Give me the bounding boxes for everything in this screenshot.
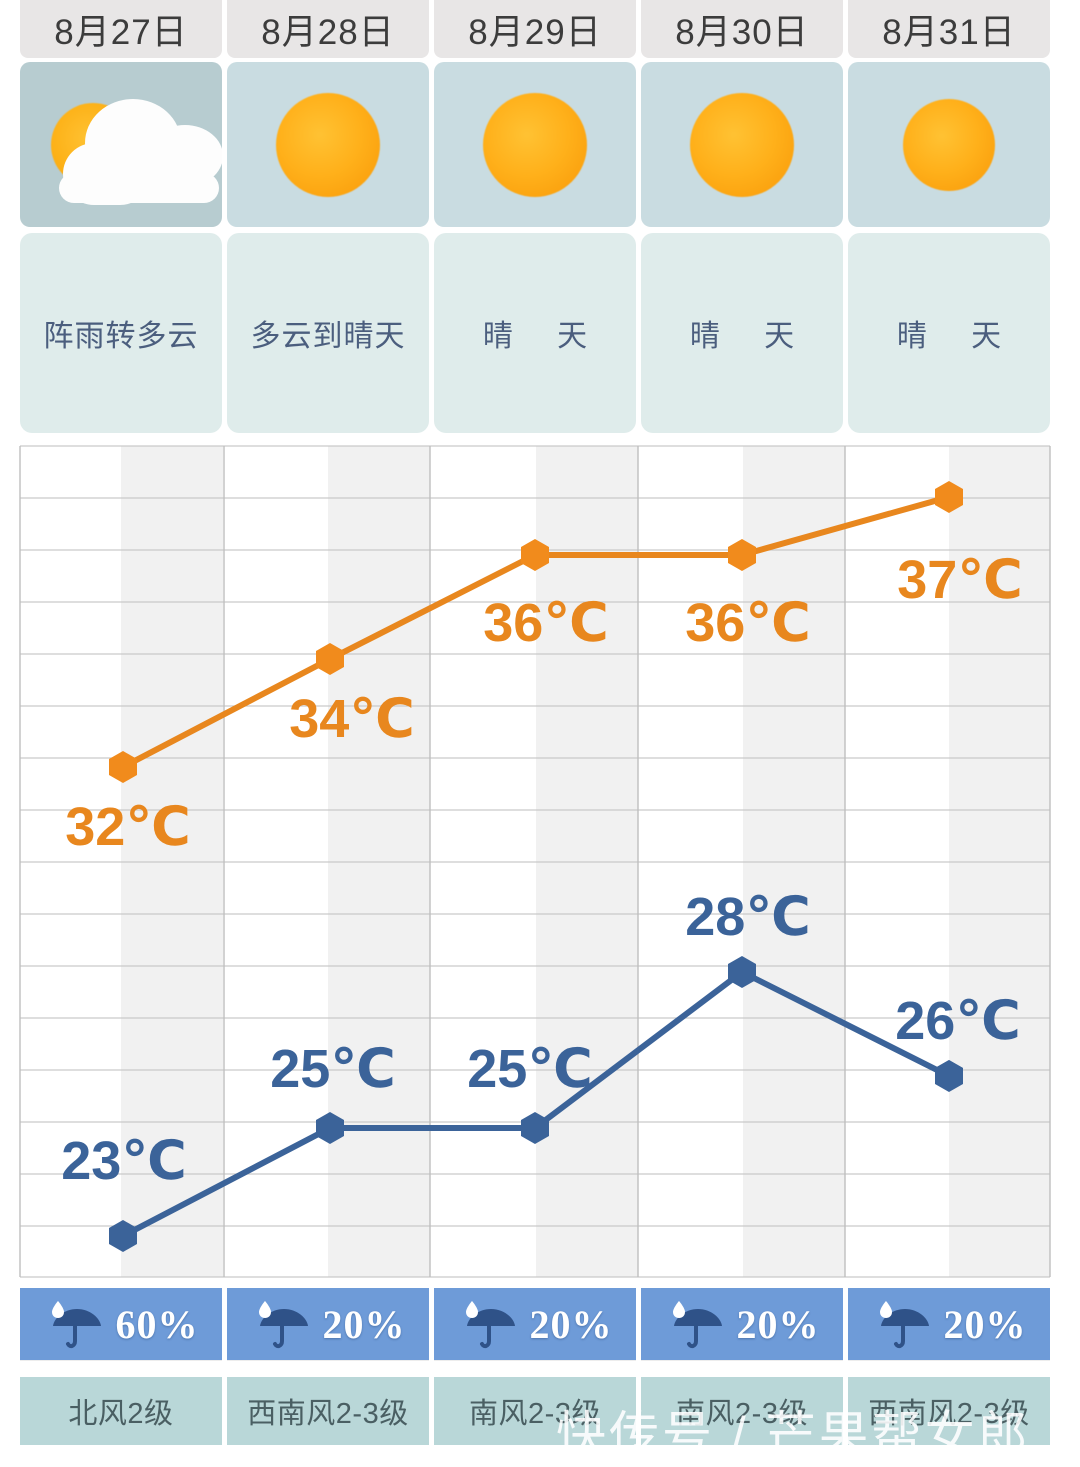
wind-cell: 北风2级 <box>20 1377 222 1445</box>
low-temp-label: 23℃ <box>61 1131 186 1191</box>
precipitation-value: 20% <box>943 1301 1027 1347</box>
condition-cell: 晴 天 <box>641 233 843 433</box>
condition-cell: 晴 天 <box>434 233 636 433</box>
high-temp-label: 32℃ <box>65 797 190 857</box>
wind-cell: 南风2-3级 <box>434 1377 636 1445</box>
weather-icon-card <box>20 62 222 227</box>
precipitation-value: 20% <box>322 1301 406 1347</box>
low-temp-labels: 23℃ 25℃ 25℃ 28℃ 26℃ <box>61 887 1020 1191</box>
precipitation-cell: 20% <box>641 1288 843 1360</box>
umbrella-icon <box>51 1301 101 1349</box>
low-temp-label: 25℃ <box>270 1039 395 1099</box>
weather-icon-card <box>848 62 1050 227</box>
sun-icon <box>690 92 794 197</box>
wind-label: 西南风2-3级 <box>247 1398 409 1430</box>
weather-icon-card <box>434 62 636 227</box>
temperature-chart: 32℃ 34℃ 36℃ 36℃ 37℃ 23℃ 25℃ 25℃ 28℃ 26℃ <box>0 441 1080 1281</box>
date-cell: 8月28日 <box>227 0 429 58</box>
umbrella-icon <box>879 1301 929 1349</box>
condition-cell: 多云到晴天 <box>227 233 429 433</box>
sun-icon <box>483 92 587 197</box>
date-label: 8月28日 <box>261 12 395 52</box>
chart-gridlines <box>20 445 1050 1278</box>
date-cell: 8月30日 <box>641 0 843 58</box>
condition-cell: 晴 天 <box>848 233 1050 433</box>
wind-label: 西南风2-3级 <box>868 1398 1030 1430</box>
umbrella-icon <box>672 1301 722 1349</box>
precipitation-cell: 20% <box>434 1288 636 1360</box>
low-temperature-series <box>109 956 963 1252</box>
condition-label: 晴 天 <box>482 320 606 353</box>
precipitation-cell: 20% <box>848 1288 1050 1360</box>
wind-cell: 南风2-3级 <box>641 1377 843 1445</box>
low-temp-label: 26℃ <box>895 991 1020 1051</box>
sun-icon <box>276 92 380 197</box>
wind-label: 南风2-3级 <box>676 1398 808 1430</box>
umbrella-icon <box>258 1301 308 1349</box>
precipitation-cell: 20% <box>227 1288 429 1360</box>
umbrella-icon <box>465 1301 515 1349</box>
high-temp-marker <box>109 481 963 783</box>
date-cell: 8月27日 <box>20 0 222 58</box>
date-cell: 8月31日 <box>848 0 1050 58</box>
date-label: 8月27日 <box>54 12 188 52</box>
weather-icon-card <box>641 62 843 227</box>
date-header-row: 8月27日 8月28日 8月29日 8月30日 8月31日 <box>0 0 1080 58</box>
high-temp-label: 34℃ <box>289 689 414 749</box>
precipitation-value: 20% <box>736 1301 820 1347</box>
condition-cell: 阵雨转多云 <box>20 233 222 433</box>
wind-row: 北风2级 西南风2-3级 南风2-3级 南风2-3级 西南风2-3级 <box>0 1377 1080 1445</box>
date-label: 8月29日 <box>468 12 602 52</box>
weather-icon-card <box>227 62 429 227</box>
weather-icon-row <box>0 62 1080 227</box>
condition-row: 阵雨转多云 多云到晴天 晴 天 晴 天 晴 天 <box>0 233 1080 433</box>
wind-cell: 西南风2-3级 <box>227 1377 429 1445</box>
condition-label: 晴 天 <box>896 320 1020 353</box>
low-temp-label: 28℃ <box>685 887 810 947</box>
wind-label: 北风2级 <box>68 1398 174 1430</box>
low-temp-label: 25℃ <box>467 1039 592 1099</box>
precipitation-value: 60% <box>115 1301 199 1347</box>
precipitation-row: 60% 20% 20% 20% <box>0 1288 1080 1360</box>
precipitation-cell: 60% <box>20 1288 222 1360</box>
wind-cell: 西南风2-3级 <box>848 1377 1050 1445</box>
date-cell: 8月29日 <box>434 0 636 58</box>
condition-label: 晴 天 <box>689 320 813 353</box>
sun-behind-cloud-icon <box>29 85 222 205</box>
high-temp-label: 36℃ <box>483 593 608 653</box>
precipitation-value: 20% <box>529 1301 613 1347</box>
date-label: 8月30日 <box>675 12 809 52</box>
date-label: 8月31日 <box>882 12 1016 52</box>
condition-label: 多云到晴天 <box>250 320 406 353</box>
chart-column-separators <box>19 446 1051 1277</box>
condition-label: 阵雨转多云 <box>43 320 199 353</box>
low-temp-marker <box>109 956 963 1252</box>
wind-label: 南风2-3级 <box>469 1398 601 1430</box>
high-temp-label: 36℃ <box>685 593 810 653</box>
high-temp-label: 37℃ <box>897 550 1022 610</box>
high-temp-labels: 32℃ 34℃ 36℃ 36℃ 37℃ <box>65 550 1022 857</box>
high-temperature-series <box>109 481 963 783</box>
sun-icon <box>903 98 995 191</box>
